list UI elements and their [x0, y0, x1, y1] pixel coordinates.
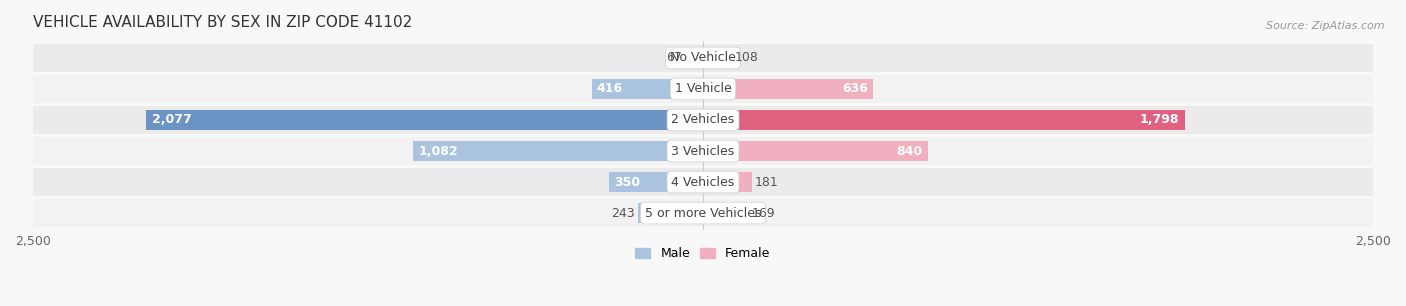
Text: 2,077: 2,077 — [152, 114, 191, 126]
Text: 350: 350 — [614, 176, 641, 188]
Text: 243: 243 — [612, 207, 634, 219]
Bar — [592, 79, 703, 99]
Text: 4 Vehicles: 4 Vehicles — [672, 176, 734, 188]
Text: VEHICLE AVAILABILITY BY SEX IN ZIP CODE 41102: VEHICLE AVAILABILITY BY SEX IN ZIP CODE … — [32, 15, 412, 30]
Bar — [703, 203, 748, 223]
Text: 840: 840 — [897, 144, 922, 158]
Text: 5 or more Vehicles: 5 or more Vehicles — [645, 207, 761, 219]
Bar — [703, 79, 873, 99]
Bar — [703, 48, 733, 68]
Bar — [32, 168, 1374, 196]
Bar — [703, 110, 1185, 130]
Bar — [703, 141, 928, 161]
Text: 1,082: 1,082 — [419, 144, 458, 158]
Text: 1,798: 1,798 — [1140, 114, 1180, 126]
Bar — [146, 110, 703, 130]
Bar — [32, 137, 1374, 165]
Text: 3 Vehicles: 3 Vehicles — [672, 144, 734, 158]
Text: No Vehicle: No Vehicle — [671, 51, 735, 65]
Bar — [413, 141, 703, 161]
Text: 67: 67 — [666, 51, 682, 65]
Text: 1 Vehicle: 1 Vehicle — [675, 83, 731, 95]
Text: 2 Vehicles: 2 Vehicles — [672, 114, 734, 126]
Bar — [638, 203, 703, 223]
Legend: Male, Female: Male, Female — [630, 242, 776, 266]
Text: 108: 108 — [735, 51, 759, 65]
Bar — [609, 172, 703, 192]
Bar — [703, 172, 752, 192]
Bar — [32, 75, 1374, 103]
Text: Source: ZipAtlas.com: Source: ZipAtlas.com — [1267, 21, 1385, 32]
Bar — [685, 48, 703, 68]
Text: 169: 169 — [752, 207, 775, 219]
Text: 636: 636 — [842, 83, 868, 95]
Text: 416: 416 — [598, 83, 623, 95]
Text: 181: 181 — [755, 176, 779, 188]
Bar — [32, 44, 1374, 72]
Bar — [32, 199, 1374, 227]
Bar — [32, 106, 1374, 134]
